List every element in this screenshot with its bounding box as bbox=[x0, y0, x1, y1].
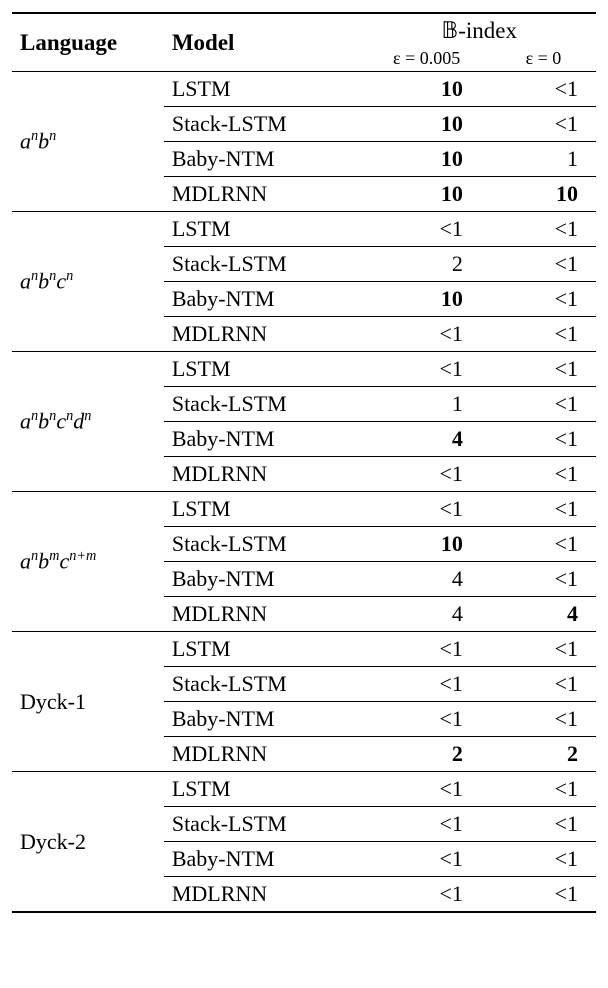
value-eps2: <1 bbox=[491, 457, 596, 492]
model-cell: Baby-NTM bbox=[164, 842, 363, 877]
value-eps2: <1 bbox=[491, 842, 596, 877]
col-model: Model bbox=[164, 13, 363, 72]
model-cell: Stack-LSTM bbox=[164, 387, 363, 422]
table-row: anbncndnLSTM<1<1 bbox=[12, 352, 596, 387]
model-cell: MDLRNN bbox=[164, 177, 363, 212]
table-header: Language Model 𝔹-index ε = 0.005 ε = 0 bbox=[12, 13, 596, 72]
value-eps1: <1 bbox=[362, 317, 490, 352]
value-eps1: <1 bbox=[362, 352, 490, 387]
value-eps2: <1 bbox=[491, 877, 596, 913]
model-cell: MDLRNN bbox=[164, 457, 363, 492]
value-eps1: <1 bbox=[362, 877, 490, 913]
value-eps2: 2 bbox=[491, 737, 596, 772]
model-cell: LSTM bbox=[164, 632, 363, 667]
model-cell: Stack-LSTM bbox=[164, 807, 363, 842]
model-cell: Stack-LSTM bbox=[164, 107, 363, 142]
model-cell: MDLRNN bbox=[164, 877, 363, 913]
col-eps1: ε = 0.005 bbox=[362, 48, 490, 72]
value-eps1: <1 bbox=[362, 632, 490, 667]
model-cell: LSTM bbox=[164, 492, 363, 527]
col-language: Language bbox=[12, 13, 164, 72]
value-eps2: <1 bbox=[491, 247, 596, 282]
value-eps1: 10 bbox=[362, 282, 490, 317]
table-body: anbnLSTM10<1Stack-LSTM10<1Baby-NTM101MDL… bbox=[12, 72, 596, 913]
value-eps2: <1 bbox=[491, 387, 596, 422]
table-row: Dyck-2LSTM<1<1 bbox=[12, 772, 596, 807]
model-cell: Stack-LSTM bbox=[164, 667, 363, 702]
col-index: 𝔹-index bbox=[362, 13, 596, 48]
value-eps1: <1 bbox=[362, 457, 490, 492]
model-cell: Baby-NTM bbox=[164, 702, 363, 737]
value-eps1: 10 bbox=[362, 177, 490, 212]
value-eps1: <1 bbox=[362, 702, 490, 737]
model-cell: Stack-LSTM bbox=[164, 247, 363, 282]
table-row: anbncnLSTM<1<1 bbox=[12, 212, 596, 247]
value-eps2: <1 bbox=[491, 702, 596, 737]
value-eps1: 10 bbox=[362, 527, 490, 562]
table-row: Dyck-1LSTM<1<1 bbox=[12, 632, 596, 667]
value-eps1: 4 bbox=[362, 597, 490, 632]
value-eps1: 10 bbox=[362, 72, 490, 107]
value-eps2: <1 bbox=[491, 562, 596, 597]
model-cell: Baby-NTM bbox=[164, 142, 363, 177]
value-eps1: 10 bbox=[362, 142, 490, 177]
col-eps2: ε = 0 bbox=[491, 48, 596, 72]
value-eps2: <1 bbox=[491, 282, 596, 317]
value-eps1: 4 bbox=[362, 562, 490, 597]
value-eps2: <1 bbox=[491, 212, 596, 247]
model-cell: MDLRNN bbox=[164, 597, 363, 632]
b-index-label: 𝔹-index bbox=[441, 18, 517, 43]
value-eps1: 10 bbox=[362, 107, 490, 142]
value-eps1: 4 bbox=[362, 422, 490, 457]
model-cell: Baby-NTM bbox=[164, 422, 363, 457]
model-cell: LSTM bbox=[164, 72, 363, 107]
language-cell: anbn bbox=[12, 72, 164, 212]
value-eps2: <1 bbox=[491, 807, 596, 842]
value-eps1: <1 bbox=[362, 212, 490, 247]
model-cell: LSTM bbox=[164, 352, 363, 387]
results-table: Language Model 𝔹-index ε = 0.005 ε = 0 a… bbox=[12, 12, 596, 913]
language-cell: Dyck-1 bbox=[12, 632, 164, 772]
model-cell: Baby-NTM bbox=[164, 562, 363, 597]
value-eps2: <1 bbox=[491, 317, 596, 352]
value-eps2: 1 bbox=[491, 142, 596, 177]
language-cell: Dyck-2 bbox=[12, 772, 164, 913]
model-cell: MDLRNN bbox=[164, 317, 363, 352]
model-cell: Stack-LSTM bbox=[164, 527, 363, 562]
value-eps1: <1 bbox=[362, 772, 490, 807]
value-eps1: <1 bbox=[362, 842, 490, 877]
value-eps2: <1 bbox=[491, 667, 596, 702]
value-eps1: <1 bbox=[362, 807, 490, 842]
value-eps2: <1 bbox=[491, 107, 596, 142]
table-row: anbnLSTM10<1 bbox=[12, 72, 596, 107]
value-eps1: 1 bbox=[362, 387, 490, 422]
language-cell: anbncn bbox=[12, 212, 164, 352]
value-eps2: <1 bbox=[491, 772, 596, 807]
value-eps2: 4 bbox=[491, 597, 596, 632]
value-eps2: <1 bbox=[491, 527, 596, 562]
value-eps1: 2 bbox=[362, 247, 490, 282]
value-eps2: <1 bbox=[491, 72, 596, 107]
language-cell: anbncndn bbox=[12, 352, 164, 492]
table-row: anbmcn+mLSTM<1<1 bbox=[12, 492, 596, 527]
value-eps2: <1 bbox=[491, 422, 596, 457]
value-eps2: <1 bbox=[491, 492, 596, 527]
value-eps1: 2 bbox=[362, 737, 490, 772]
value-eps2: <1 bbox=[491, 632, 596, 667]
value-eps1: <1 bbox=[362, 492, 490, 527]
value-eps1: <1 bbox=[362, 667, 490, 702]
model-cell: LSTM bbox=[164, 772, 363, 807]
model-cell: MDLRNN bbox=[164, 737, 363, 772]
value-eps2: 10 bbox=[491, 177, 596, 212]
model-cell: LSTM bbox=[164, 212, 363, 247]
value-eps2: <1 bbox=[491, 352, 596, 387]
model-cell: Baby-NTM bbox=[164, 282, 363, 317]
language-cell: anbmcn+m bbox=[12, 492, 164, 632]
